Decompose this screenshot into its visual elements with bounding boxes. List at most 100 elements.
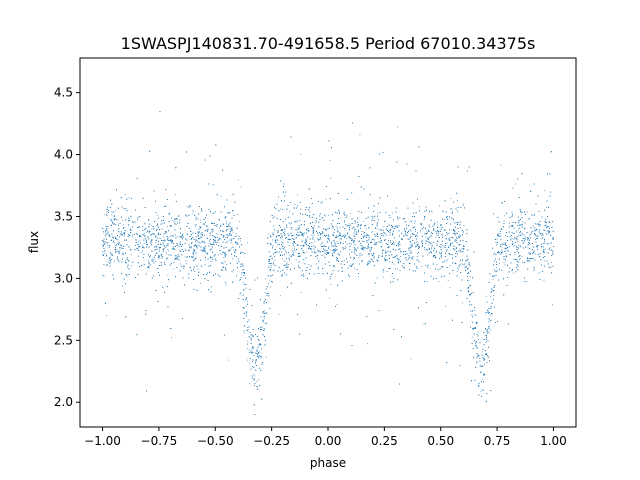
data-point	[504, 264, 506, 266]
data-point	[269, 286, 271, 288]
data-point	[441, 235, 443, 236]
data-point	[139, 239, 141, 241]
data-point	[472, 336, 474, 338]
data-point	[318, 239, 320, 241]
data-point	[474, 309, 475, 311]
data-point	[513, 272, 514, 274]
data-point	[238, 221, 240, 222]
data-point	[111, 214, 113, 216]
data-point	[518, 248, 520, 250]
data-point	[177, 235, 179, 237]
data-point	[320, 243, 322, 245]
data-point	[357, 241, 359, 243]
data-point	[256, 348, 258, 350]
data-point	[328, 238, 330, 240]
data-point	[142, 226, 143, 227]
data-point	[211, 286, 212, 288]
data-point	[415, 231, 416, 232]
data-point	[436, 242, 438, 244]
data-point	[254, 375, 256, 377]
data-point	[390, 240, 391, 241]
data-point	[446, 242, 448, 244]
data-point	[334, 248, 336, 250]
data-point	[245, 287, 247, 289]
data-point	[362, 221, 364, 222]
data-point	[349, 213, 351, 215]
data-point	[194, 271, 196, 272]
data-point	[273, 225, 274, 227]
data-point	[302, 235, 304, 237]
data-point	[364, 235, 365, 237]
data-point	[391, 225, 393, 227]
data-point	[150, 242, 151, 244]
data-point	[477, 331, 479, 333]
data-point	[334, 245, 336, 246]
data-point	[489, 325, 490, 327]
data-point	[505, 249, 507, 251]
data-point	[519, 258, 521, 260]
data-point	[525, 236, 526, 238]
data-point	[497, 252, 499, 254]
data-point	[515, 183, 516, 185]
data-point	[462, 205, 464, 207]
data-point	[476, 362, 478, 364]
data-point	[128, 197, 130, 199]
data-point	[370, 242, 372, 244]
data-point	[518, 244, 519, 246]
data-point	[153, 258, 155, 260]
data-point	[125, 194, 126, 195]
data-point	[220, 224, 222, 226]
data-point	[371, 253, 373, 255]
data-point	[189, 266, 191, 268]
data-point	[493, 276, 495, 278]
data-point	[398, 242, 400, 244]
data-point	[262, 319, 264, 321]
data-point	[551, 261, 552, 263]
data-point	[309, 247, 311, 249]
data-point	[306, 252, 308, 253]
data-point	[104, 252, 106, 254]
data-point	[279, 270, 281, 272]
data-point	[507, 251, 509, 252]
data-point	[106, 211, 108, 213]
data-point	[444, 261, 446, 263]
data-point	[482, 378, 484, 380]
data-point	[520, 246, 522, 248]
data-point	[246, 311, 248, 312]
data-point	[313, 234, 315, 236]
data-point	[259, 351, 261, 353]
data-point	[145, 235, 146, 237]
data-point	[200, 236, 201, 237]
data-point	[499, 232, 501, 234]
data-point	[354, 267, 355, 269]
data-point	[298, 265, 299, 266]
data-point	[268, 283, 269, 285]
data-point	[429, 268, 431, 270]
data-point	[264, 310, 266, 312]
data-point	[386, 271, 388, 272]
data-point	[528, 218, 530, 220]
data-point	[510, 225, 512, 226]
data-point	[497, 233, 499, 235]
data-point	[240, 186, 242, 188]
data-point	[537, 246, 539, 248]
data-point	[122, 219, 124, 221]
data-point	[443, 219, 445, 221]
data-point	[199, 226, 201, 228]
data-point	[436, 264, 438, 266]
data-point	[461, 302, 463, 304]
data-point	[324, 215, 326, 217]
data-point	[416, 236, 418, 238]
data-point	[203, 234, 205, 236]
data-point	[167, 226, 168, 228]
data-point	[162, 236, 164, 238]
data-point	[425, 236, 427, 238]
data-point	[328, 297, 330, 299]
data-point	[262, 330, 264, 331]
data-point	[329, 160, 331, 161]
data-point	[219, 253, 221, 255]
data-point	[250, 340, 252, 342]
data-point	[296, 229, 298, 231]
data-point	[260, 357, 262, 359]
